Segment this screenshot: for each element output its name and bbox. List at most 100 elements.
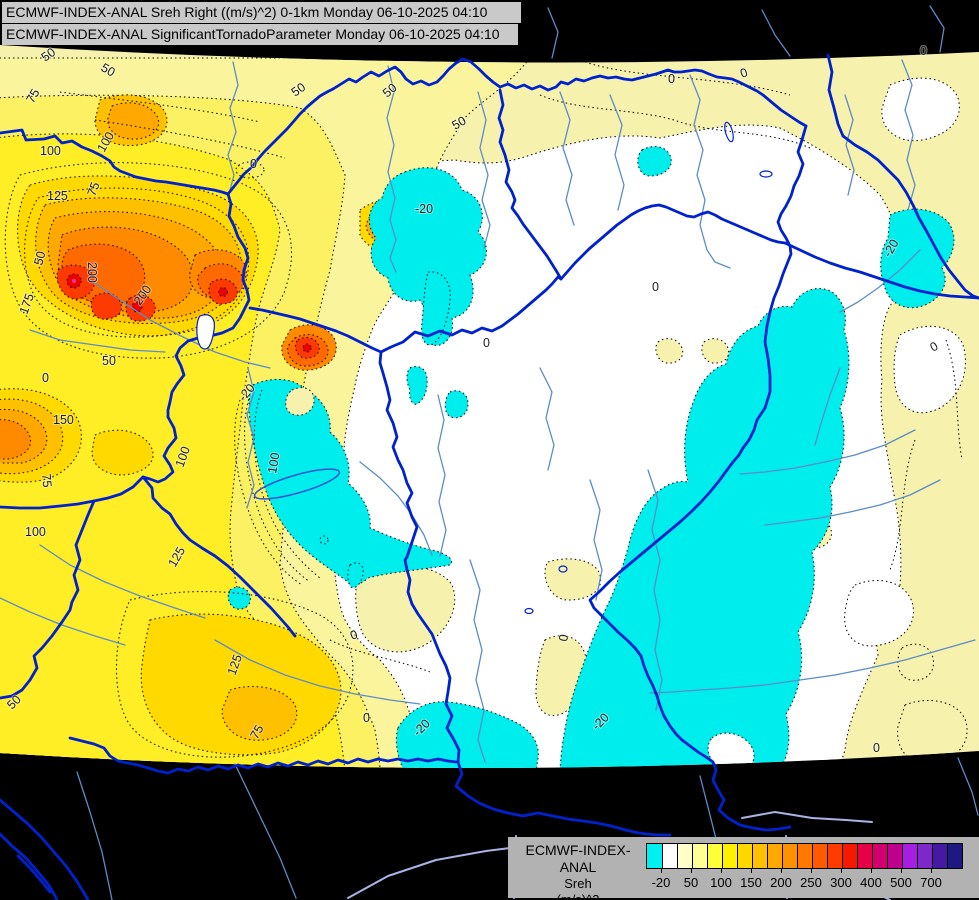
small-lake xyxy=(759,170,773,178)
border-austria-hungary xyxy=(166,192,251,419)
lake-tisza xyxy=(724,121,734,143)
legend-tick-label: 50 xyxy=(683,875,699,890)
adriatic-coast-2 xyxy=(0,832,59,900)
legend-color-cell xyxy=(887,844,902,868)
legend-color-cell xyxy=(647,844,662,868)
contour-label: 50 xyxy=(31,250,48,267)
legend-tick-label: 200 xyxy=(770,875,792,890)
contour-label: 50 xyxy=(102,354,116,368)
contour-label: 75 xyxy=(39,473,54,488)
extra-contours xyxy=(4,61,963,758)
legend-color-cell xyxy=(797,844,812,868)
border-slovenia xyxy=(0,499,96,700)
legend-tick-label: 250 xyxy=(800,875,822,890)
contour-label: 200 xyxy=(85,262,99,283)
legend-color-cell xyxy=(692,844,707,868)
contour-label: 0 xyxy=(483,336,490,350)
legend-color-cell xyxy=(707,844,722,868)
legend-tick xyxy=(931,868,932,873)
legend-title-block: ECMWF-INDEX-ANAL Sreh (m/s)^2 xyxy=(516,842,640,900)
border-sw-2 xyxy=(141,475,297,638)
legend-tick xyxy=(841,868,842,873)
header-line-2: ECMWF-INDEX-ANAL SignificantTornadoParam… xyxy=(2,24,518,45)
header-line-1: ECMWF-INDEX-ANAL Sreh Right ((m/s)^2) 0-… xyxy=(2,2,521,23)
lakes xyxy=(196,121,773,615)
legend-color-cell xyxy=(842,844,857,868)
legend-color-cell xyxy=(662,844,677,868)
border-north-chain xyxy=(331,57,808,128)
legend-color-cell xyxy=(722,844,737,868)
legend-color-cell xyxy=(767,844,782,868)
border-ipoly xyxy=(497,88,563,281)
contour-label: 0 xyxy=(920,44,927,58)
legend-tick xyxy=(691,868,692,873)
contour-label: 100 xyxy=(25,525,46,539)
legend-color-cell xyxy=(917,844,932,868)
contour-label: 0 xyxy=(250,157,257,171)
drava-river xyxy=(68,736,458,775)
border-romania-diag xyxy=(841,134,979,300)
adriatic-coast-1 xyxy=(0,798,90,900)
analysis-field xyxy=(0,45,979,769)
legend-parameter-name: Sreh xyxy=(564,876,592,891)
lake-balaton xyxy=(253,468,341,500)
borders-and-major-rivers xyxy=(0,53,979,900)
adriatic-coast-3 xyxy=(16,854,52,894)
small-lake xyxy=(558,565,568,573)
legend-color-cell xyxy=(677,844,692,868)
legend-color-cell xyxy=(857,844,872,868)
rivers-thin xyxy=(0,5,979,900)
contour-label: 0 xyxy=(556,633,571,642)
border-northwest xyxy=(0,128,230,196)
legend-color-cell xyxy=(932,844,947,868)
legend-tick-label: -20 xyxy=(651,875,671,890)
contour-label: 125 xyxy=(47,189,68,203)
tisza-river xyxy=(588,124,808,832)
border-ukraine-spike xyxy=(826,53,845,138)
legend-tick-label: 700 xyxy=(920,875,942,890)
cyan-negative-regions xyxy=(227,146,955,769)
legend-color-cell xyxy=(737,844,752,868)
legend-color-bar xyxy=(646,843,963,869)
small-lake xyxy=(524,607,534,615)
legend-tick xyxy=(661,868,662,873)
contour-label: 100 xyxy=(265,452,282,475)
cream-island-in-cyan xyxy=(285,387,315,416)
legend-tick-label: 400 xyxy=(860,875,882,890)
border-czech-slovak xyxy=(226,87,335,196)
contour-label: 0 xyxy=(42,371,49,385)
legend-tick xyxy=(901,868,902,873)
contour-label: 100 xyxy=(40,144,61,158)
legend-tick xyxy=(811,868,812,873)
legend-units: (m/s)^2 xyxy=(556,892,600,900)
legend-color-cell xyxy=(947,844,962,868)
danube-south-leg xyxy=(378,350,672,837)
contour-label: 0 xyxy=(668,72,675,86)
border-east-west xyxy=(783,241,979,300)
legend-color-cell xyxy=(782,844,797,868)
border-sw-1 xyxy=(0,415,178,510)
legend-tick-label: 500 xyxy=(890,875,912,890)
contour-label: 0 xyxy=(652,280,659,294)
legend-tick-label: 300 xyxy=(830,875,852,890)
legend-color-cell xyxy=(827,844,842,868)
color-scale-legend: ECMWF-INDEX-ANAL Sreh (m/s)^2 -20 50 100 15… xyxy=(508,837,979,900)
legend-color-cell xyxy=(872,844,887,868)
contour-label: 75 xyxy=(85,180,103,198)
legend-tick-label: 100 xyxy=(710,875,732,890)
contour-label: -20 xyxy=(415,202,433,216)
contour-label: 150 xyxy=(53,413,74,427)
legend-tick xyxy=(721,868,722,873)
lake-neusiedl xyxy=(196,314,215,350)
legend-model-name: ECMWF-INDEX-ANAL xyxy=(525,842,631,875)
legend-color-cell xyxy=(902,844,917,868)
legend-color-cell xyxy=(812,844,827,868)
contour-label: 0 xyxy=(363,711,370,725)
contour-label: 0 xyxy=(873,741,880,755)
legend-tick-label: 150 xyxy=(740,875,762,890)
legend-tick xyxy=(751,868,752,873)
legend-color-cell xyxy=(752,844,767,868)
legend-tick xyxy=(871,868,872,873)
